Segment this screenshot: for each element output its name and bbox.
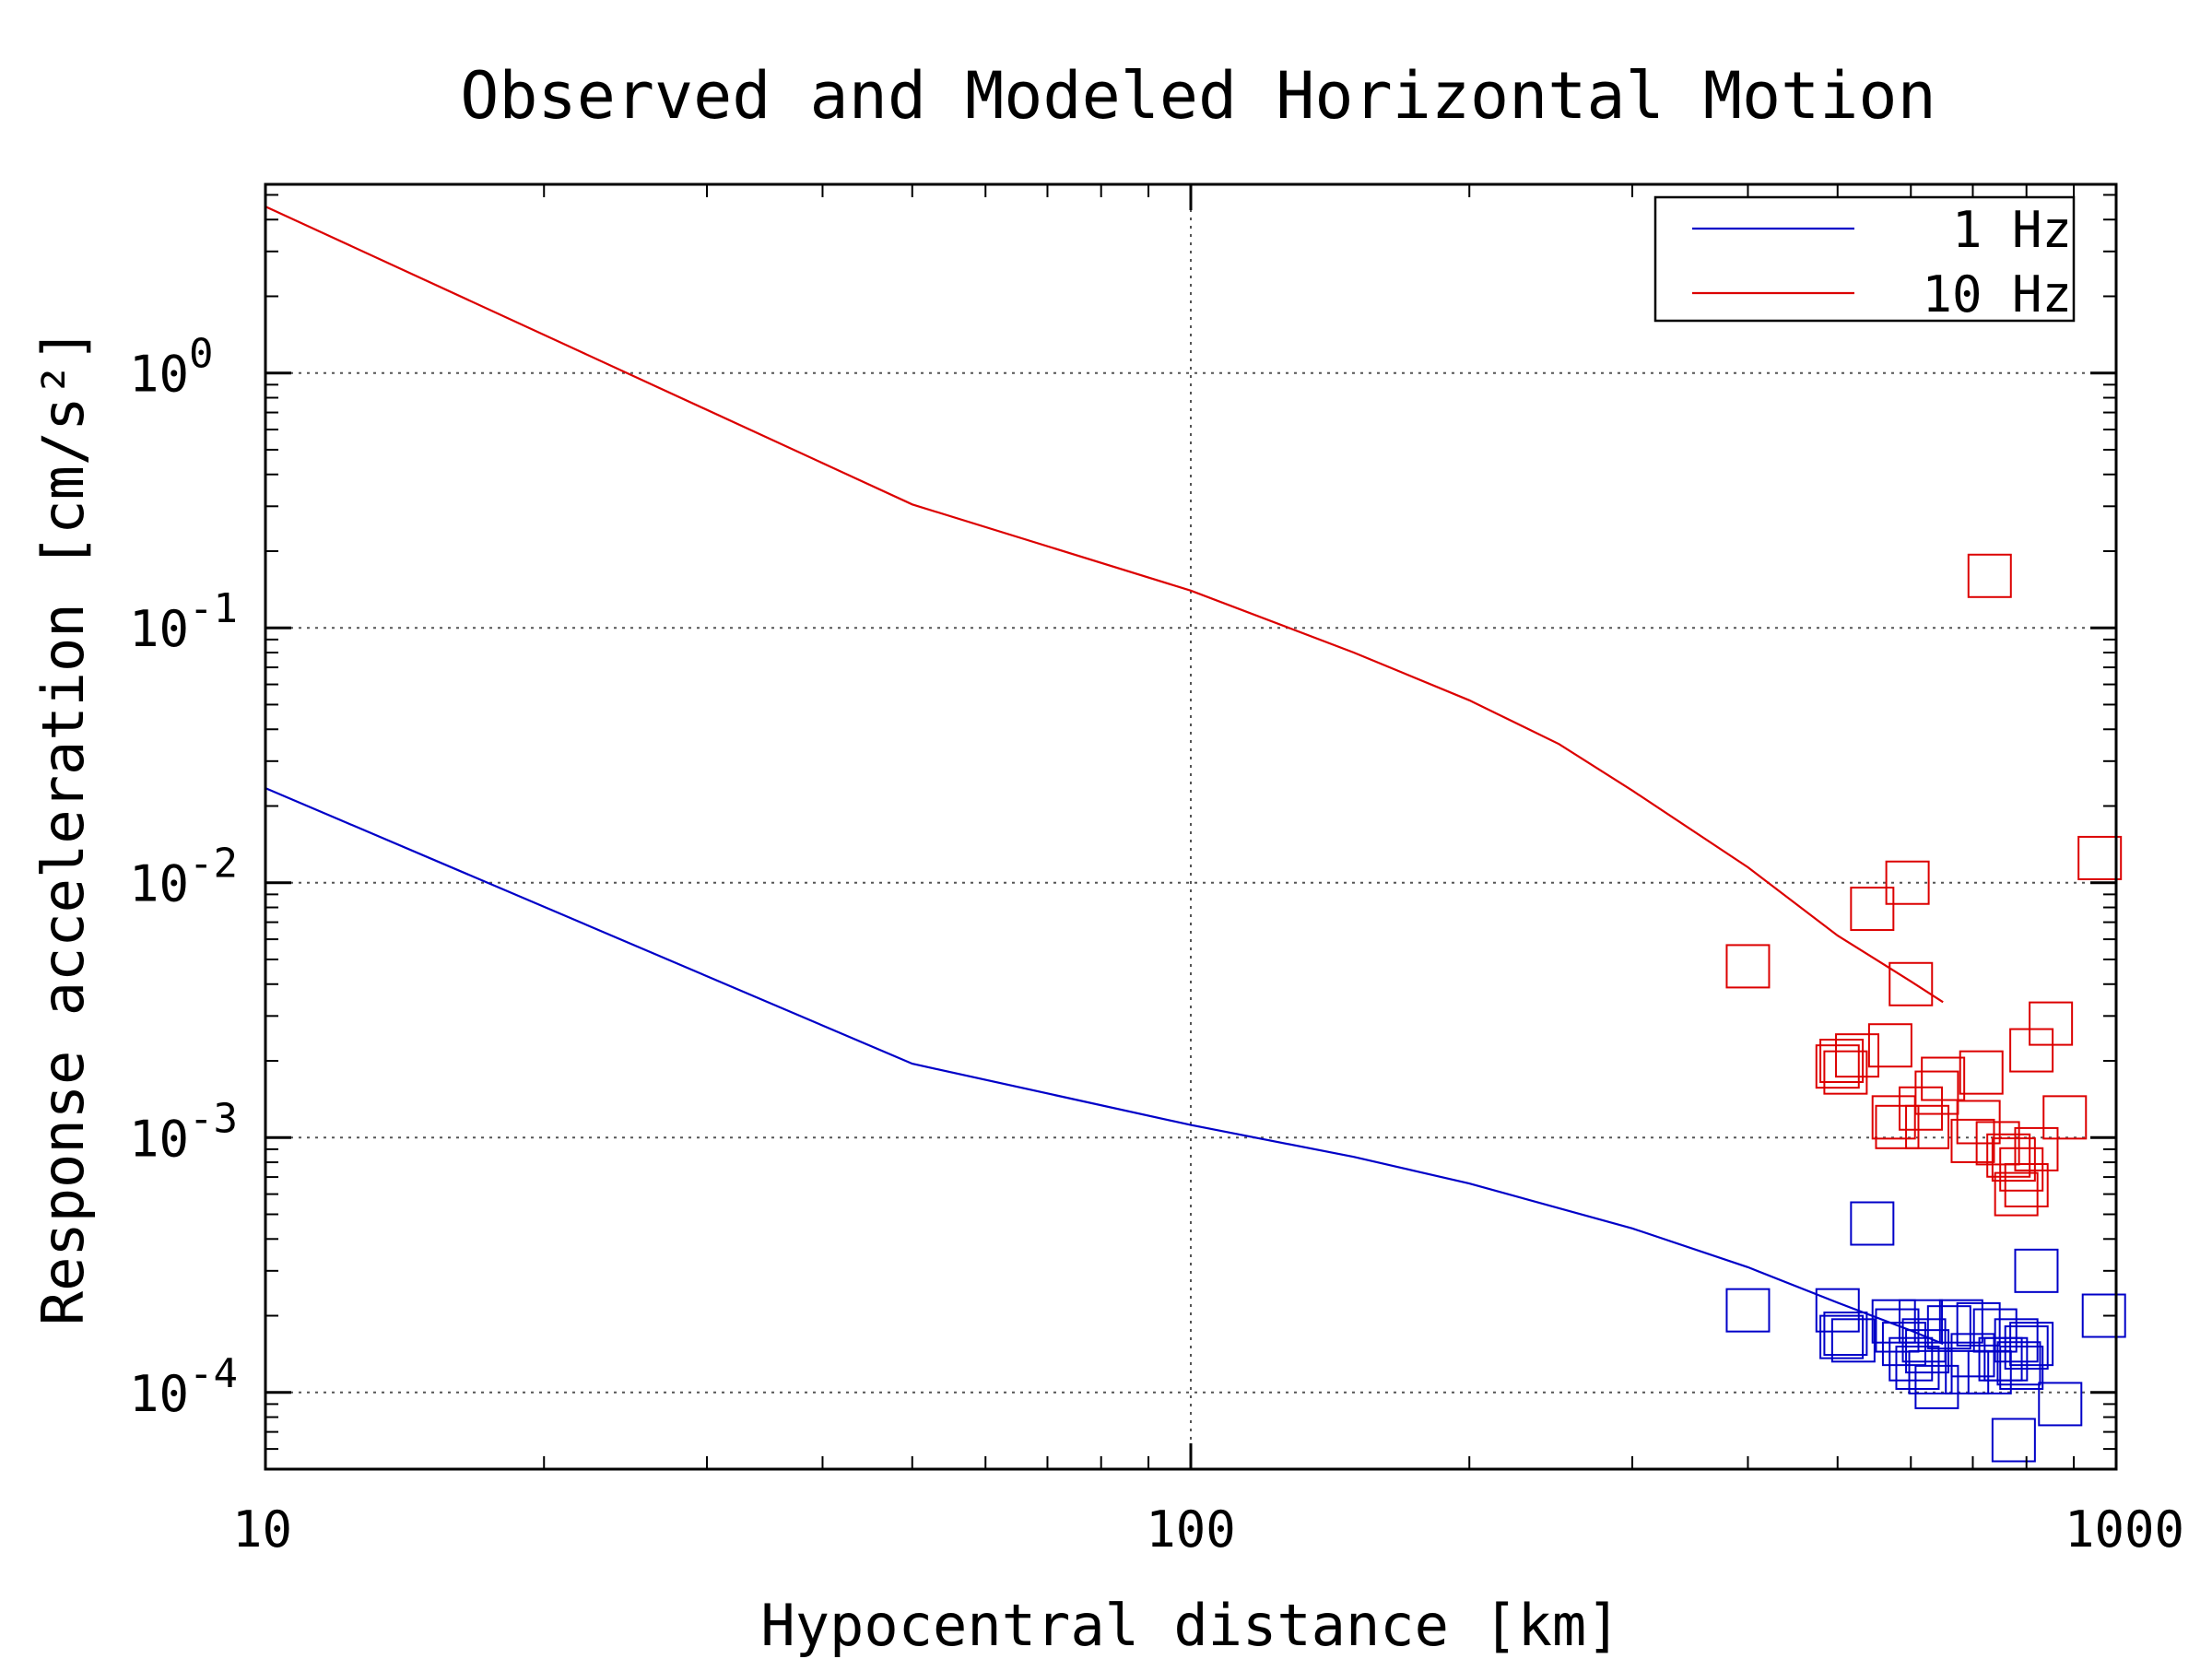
data-point-10-hz-observed [1914,1070,1959,1115]
data-point-10-hz-observed [1899,1086,1944,1131]
data-point-10-hz-observed [1994,1171,2039,1217]
legend-box [1653,195,2076,323]
data-point-10-hz-observed [1871,1095,1916,1140]
data-point-10-hz-observed [1888,961,1934,1006]
legend: 1 Hz 10 Hz [1653,195,2076,324]
data-point-10-hz-observed [2029,1001,2074,1046]
y-tick-labels: 10-4 10-3 10-2 10-1 100 [129,331,238,1423]
series-line-1-hz [265,787,1944,1346]
data-point-1-hz-observed [1895,1345,1940,1390]
data-point-1-hz-observed [1830,1318,1876,1363]
data-point-10-hz-observed [1725,944,1771,989]
x-tick-label: 1000 [2065,1500,2184,1559]
data-point-1-hz-observed [2004,1325,2049,1371]
data-point-10-hz-observed [1986,1133,2031,1178]
series-line-10-hz [265,206,1944,1004]
x-tick-label: 10 [232,1500,292,1559]
data-point-10-hz-observed [1850,887,1895,932]
data-point-1-hz-observed [1725,1288,1771,1333]
grid [265,184,2116,1469]
data-point-1-hz-observed [1945,1349,1990,1394]
data-point-1-hz-observed [2009,1322,2054,1367]
data-point-10-hz-observed [1823,1050,1868,1095]
chart-title: Observed and Modeled Horizontal Motion [460,58,1936,134]
data-point-1-hz-observed [1914,1364,1959,1409]
data-point-1-hz-observed [2081,1293,2126,1338]
data-point-1-hz-observed [1888,1336,1934,1382]
data-point-1-hz-observed [1926,1305,1971,1350]
data-point-1-hz-observed [2038,1382,2083,1427]
x-axis-label: Hypocentral distance [km] [760,1592,1620,1659]
data-point-1-hz-observed [1899,1299,1944,1344]
x-tick-label: 100 [1146,1500,1236,1559]
data-point-10-hz-observed [1975,1121,2020,1166]
data-point-1-hz-observed [1871,1299,1916,1344]
data-point-10-hz-observed [1885,860,1930,905]
data-point-1-hz-observed [1999,1345,2044,1390]
data-point-10-hz-observed [1875,1104,1920,1149]
series-layer [265,206,2126,1463]
data-point-1-hz-observed [1850,1201,1895,1246]
data-point-1-hz-observed [1815,1288,1860,1333]
y-tick-label: 10-4 [129,1350,238,1423]
data-point-10-hz-observed [2004,1162,2049,1207]
y-axis-label: Response acceleration [cm/s²] [29,328,97,1326]
data-point-10-hz-observed [1815,1044,1860,1089]
data-point-10-hz-observed [1967,553,2012,598]
data-point-1-hz-observed [1901,1318,1947,1363]
data-point-10-hz-observed [1999,1147,2044,1192]
data-point-10-hz-observed [2042,1095,2088,1140]
data-point-1-hz-observed [2014,1248,2059,1293]
y-tick-label: 100 [129,331,214,404]
data-point-10-hz-observed [1991,1137,2036,1182]
legend-label: 1 Hz [1952,201,2072,259]
data-point-10-hz-observed [1921,1056,1966,1101]
data-point-10-hz-observed [2077,835,2123,880]
data-point-10-hz-observed [1819,1039,1865,1084]
data-point-1-hz-observed [1823,1312,1868,1357]
x-tick-labels: 10 100 1000 [232,1500,2184,1559]
data-point-10-hz-observed [1867,1023,1912,1068]
data-point-10-hz-observed [2014,1126,2059,1171]
data-point-1-hz-observed [1938,1299,1983,1344]
tick-marks [264,184,2118,1470]
data-point-10-hz-observed [1950,1118,1995,1163]
y-tick-label: 10-3 [129,1095,238,1168]
data-point-1-hz-observed [1991,1418,2036,1463]
data-point-1-hz-observed [1994,1318,2039,1363]
data-point-1-hz-observed [1950,1333,1995,1378]
y-tick-label: 10-2 [129,841,238,913]
data-point-1-hz-observed [1819,1314,1865,1359]
legend-label: 10 Hz [1922,265,2072,324]
y-tick-label: 10-1 [129,585,238,658]
data-point-10-hz-observed [1905,1104,1950,1149]
data-point-1-hz-observed [1881,1322,1926,1367]
data-point-10-hz-observed [1959,1050,2004,1095]
data-point-10-hz-observed [2009,1028,2054,1073]
data-point-1-hz-observed [1996,1341,2041,1386]
data-point-10-hz-observed [1835,1033,1880,1078]
